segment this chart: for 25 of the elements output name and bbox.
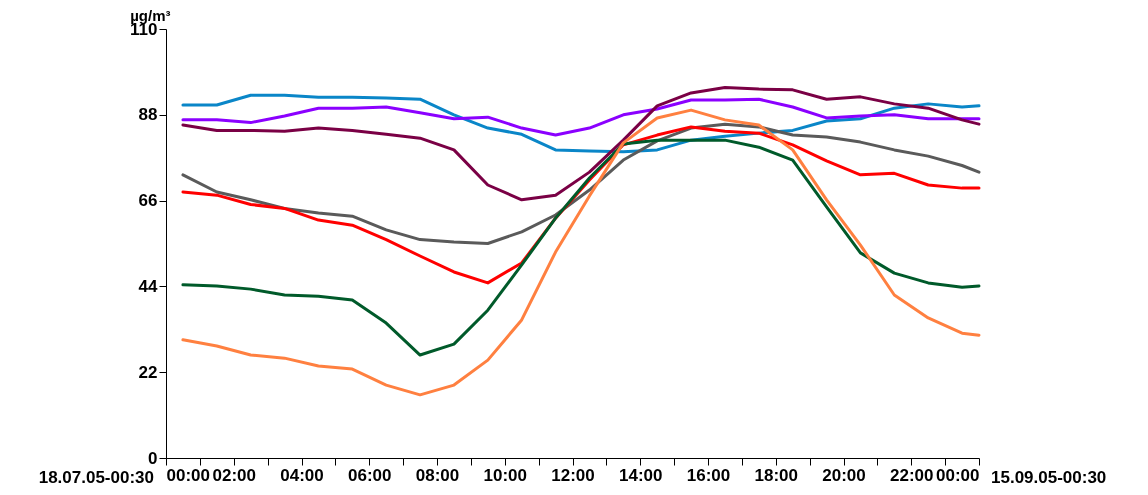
line-series — [181, 122, 981, 245]
text: 15.09.05-00:30 — [991, 468, 1107, 487]
y-tick-label: 66 — [138, 191, 158, 211]
y-tick-label: 88 — [138, 105, 158, 125]
line-series — [181, 108, 981, 397]
x-tick-label: 16:00 — [686, 465, 731, 485]
x-tick-label: 18:00 — [754, 465, 798, 485]
line-series — [181, 86, 981, 202]
line-series — [181, 138, 981, 357]
y-tick-label: 44 — [138, 276, 159, 296]
text: 18.07.05-00:30 — [38, 468, 154, 487]
x-tick-label: 00:00 — [166, 465, 210, 485]
x-tick-label: 14:00 — [619, 465, 663, 485]
line-series — [181, 97, 981, 137]
x-tick-label: 00:00 — [936, 465, 980, 485]
x-tick-label: 12:00 — [551, 465, 595, 485]
x-tick-label: 10:00 — [483, 465, 527, 485]
x-tick-label: 02:00 — [212, 465, 256, 485]
y-tick-label: 0 — [148, 448, 158, 468]
x-tick-label: 08:00 — [415, 465, 460, 485]
x-tick-label: 04:00 — [280, 465, 324, 485]
y-tick-label: 22 — [138, 362, 158, 382]
x-tick-label: 22:00 — [890, 465, 934, 485]
x-tick-label: 06:00 — [348, 465, 392, 485]
x-tick-label: 20:00 — [822, 465, 866, 485]
